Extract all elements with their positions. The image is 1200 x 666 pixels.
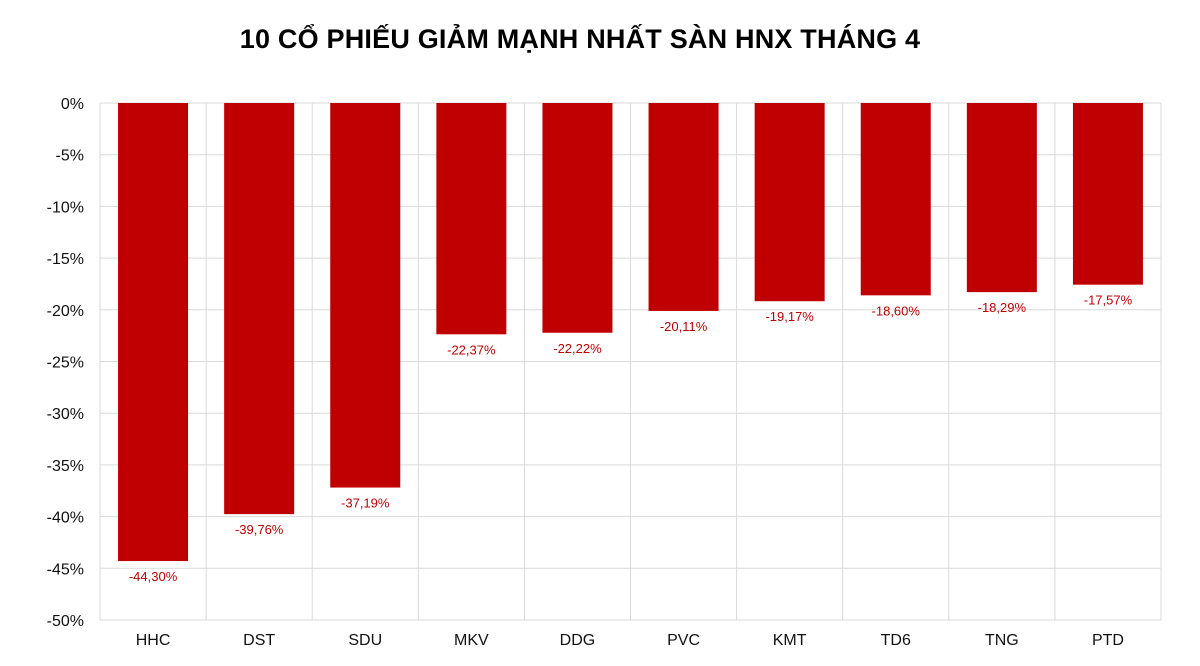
bar bbox=[330, 103, 401, 488]
data-label: -20,11% bbox=[660, 319, 708, 334]
bar bbox=[754, 103, 825, 302]
data-label: -17,57% bbox=[1084, 293, 1133, 308]
y-tick-label: -20% bbox=[47, 303, 84, 320]
bar bbox=[118, 103, 189, 562]
x-category-label: TD6 bbox=[881, 632, 911, 649]
y-tick-label: -50% bbox=[47, 613, 84, 630]
x-category-label: KMT bbox=[773, 632, 807, 649]
bar bbox=[966, 103, 1037, 293]
data-label: -19,17% bbox=[765, 309, 814, 324]
x-category-label: HHC bbox=[136, 632, 171, 649]
chart-title: 10 CỔ PHIẾU GIẢM MẠNH NHẤT SÀN HNX THÁNG… bbox=[239, 24, 921, 54]
data-label: -39,76% bbox=[235, 522, 284, 537]
data-label: -22,22% bbox=[553, 341, 602, 356]
bar bbox=[860, 103, 931, 296]
y-tick-label: -10% bbox=[47, 199, 84, 216]
data-label: -44,30% bbox=[129, 569, 178, 584]
data-label: -22,37% bbox=[447, 342, 496, 357]
bar bbox=[542, 103, 613, 333]
bar bbox=[648, 103, 719, 311]
y-tick-label: -25% bbox=[47, 355, 84, 372]
y-tick-label: -15% bbox=[47, 251, 84, 268]
x-category-label: MKV bbox=[454, 632, 489, 649]
x-category-label: DDG bbox=[560, 632, 596, 649]
x-category-label: SDU bbox=[348, 632, 382, 649]
x-category-label: TNG bbox=[985, 632, 1019, 649]
y-tick-label: -40% bbox=[47, 510, 84, 527]
x-category-label: PVC bbox=[667, 632, 700, 649]
y-tick-label: -45% bbox=[47, 561, 84, 578]
bar bbox=[224, 103, 295, 515]
x-category-label: PTD bbox=[1092, 632, 1124, 649]
data-label: -37,19% bbox=[341, 496, 390, 511]
y-tick-label: -5% bbox=[56, 148, 84, 165]
label-layer: 0% -5% -10% -15% -20% -25% -30% -35% -40% -45% -50… bbox=[47, 96, 1133, 649]
bar bbox=[1072, 103, 1143, 285]
y-tick-label: 0% bbox=[61, 96, 84, 113]
bar-layer bbox=[118, 103, 1143, 562]
data-label: -18,60% bbox=[872, 303, 921, 318]
y-tick-label: -35% bbox=[47, 458, 84, 475]
y-tick-label: -30% bbox=[47, 406, 84, 423]
bar bbox=[436, 103, 507, 335]
data-label: -18,29% bbox=[978, 300, 1027, 315]
x-category-label: DST bbox=[243, 632, 275, 649]
